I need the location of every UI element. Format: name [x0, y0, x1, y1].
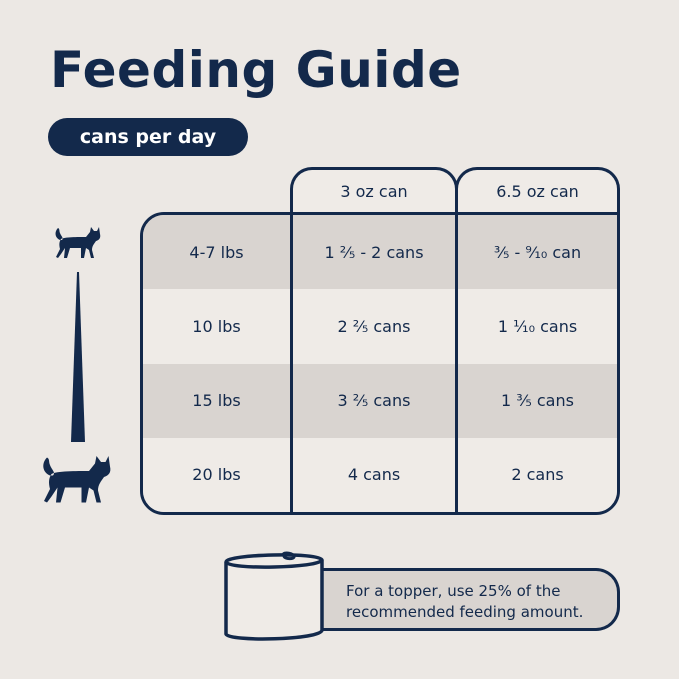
wedge-icon [71, 272, 85, 442]
6-5oz-amount-cell: 1 ³⁄₅ cans [455, 363, 617, 438]
column-header-3oz: 3 oz can [290, 167, 458, 212]
cat-large-icon [43, 456, 111, 503]
cat-small-icon [55, 227, 101, 258]
column-header-6-5oz: 6.5 oz can [455, 167, 620, 212]
cans-per-day-badge: cans per day [48, 118, 248, 156]
3oz-amount-cell: 2 ²⁄₅ cans [290, 289, 455, 364]
can-icon [224, 551, 324, 641]
topper-note: For a topper, use 25% of the recommended… [318, 568, 620, 631]
3oz-amount-cell: 3 ²⁄₅ cans [290, 363, 455, 438]
weight-cell: 15 lbs [192, 391, 241, 411]
6-5oz-amount-cell: ³⁄₅ - ⁹⁄₁₀ can [455, 215, 617, 290]
table-row: 10 lbs 2 ²⁄₅ cans 1 ¹⁄₁₀ cans [143, 289, 617, 364]
table-row: 15 lbs 3 ²⁄₅ cans 1 ³⁄₅ cans [143, 363, 617, 438]
page-title: Feeding Guide [50, 41, 462, 99]
weight-cell: 20 lbs [192, 465, 241, 485]
feeding-table: 4-7 lbs 1 ²⁄₅ - 2 cans ³⁄₅ - ⁹⁄₁₀ can 10… [140, 212, 620, 515]
weight-cell: 4-7 lbs [189, 242, 244, 262]
3oz-amount-cell: 4 cans [290, 437, 455, 512]
3oz-amount-cell: 1 ²⁄₅ - 2 cans [290, 215, 455, 290]
weight-cell: 10 lbs [192, 316, 241, 336]
table-row: 4-7 lbs 1 ²⁄₅ - 2 cans ³⁄₅ - ⁹⁄₁₀ can [143, 215, 617, 290]
6-5oz-amount-cell: 2 cans [455, 437, 617, 512]
6-5oz-amount-cell: 1 ¹⁄₁₀ cans [455, 289, 617, 364]
table-row: 20 lbs 4 cans 2 cans [143, 437, 617, 512]
